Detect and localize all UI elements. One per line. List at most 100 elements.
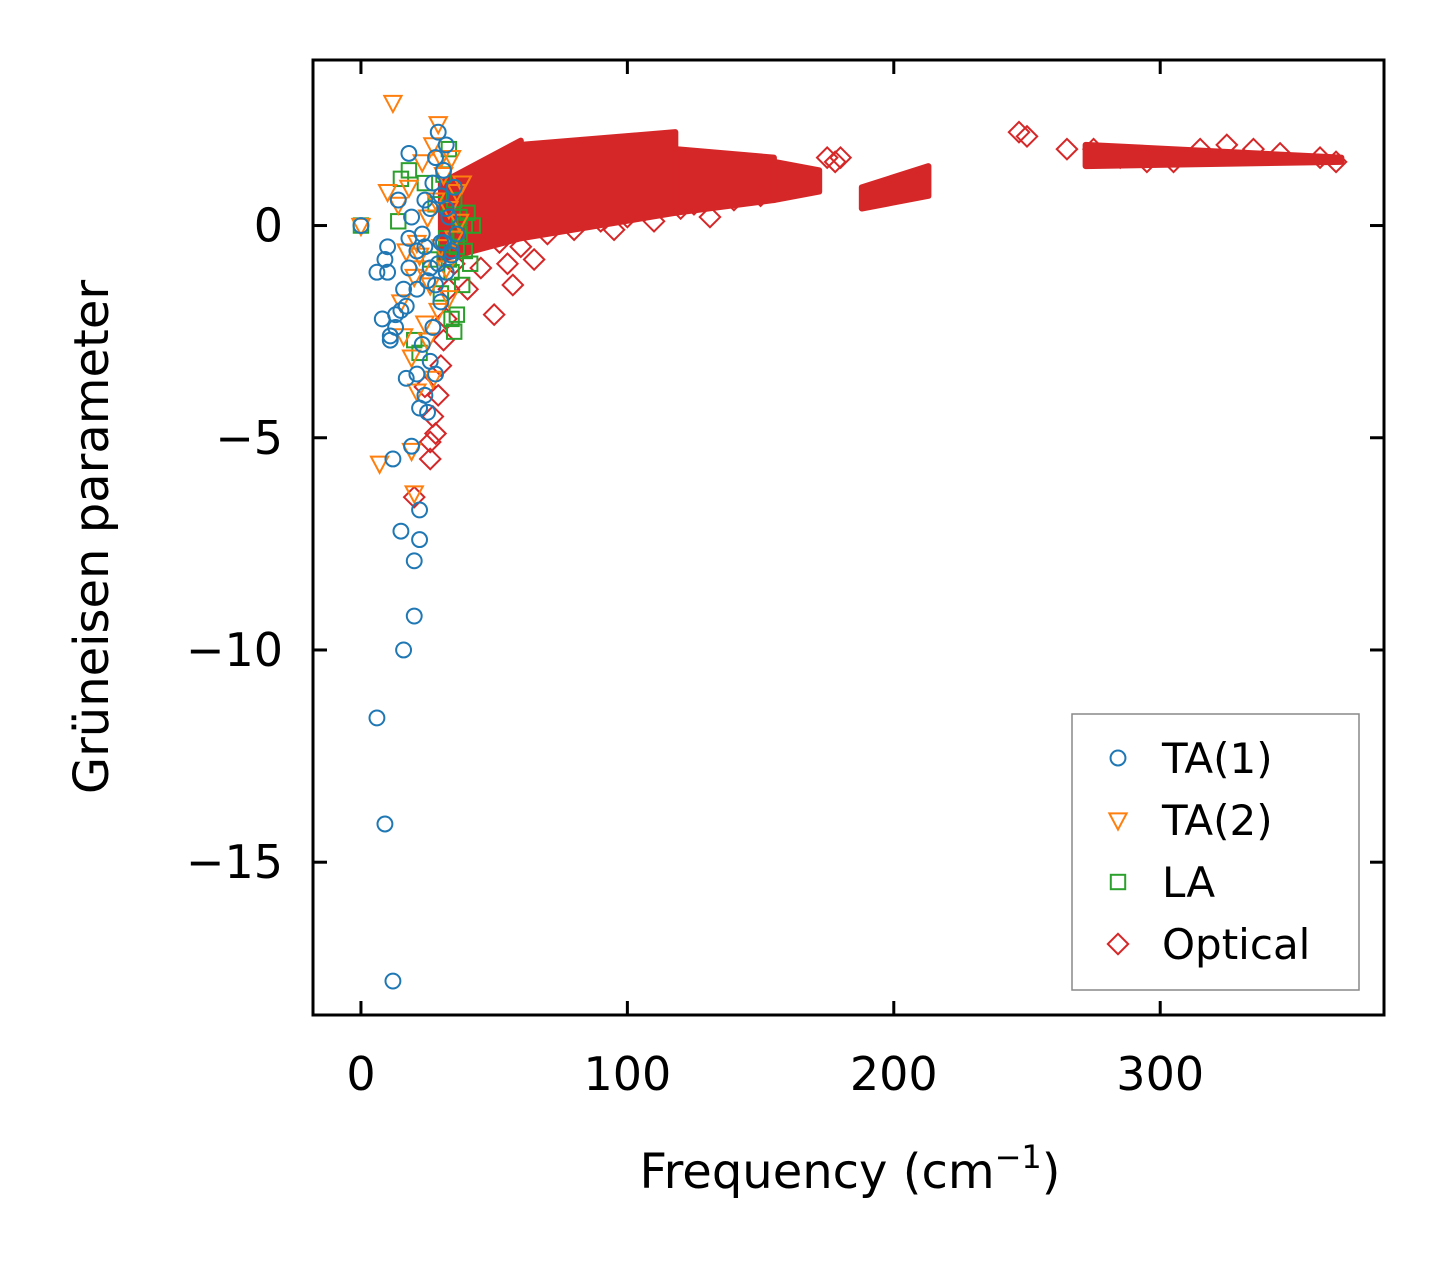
- legend-marker-la: [1109, 873, 1127, 891]
- x-axis-label: Frequency (cm−1): [639, 1138, 1060, 1200]
- ta-1-point-47: [445, 178, 463, 196]
- ta-1-point-43: [437, 263, 455, 281]
- ta-2-point-17: [414, 315, 436, 335]
- y-tick-label-3: −15: [186, 835, 283, 889]
- legend-label-ta-1: TA(1): [1161, 734, 1273, 783]
- optical-point-27: [669, 196, 693, 221]
- la-point-4: [400, 162, 418, 179]
- la-point-23: [464, 217, 482, 234]
- ta-1-point-5: [379, 238, 397, 256]
- optical-point-3: [418, 447, 442, 471]
- ta-1-point-61: [427, 276, 444, 294]
- ta-1-point-63: [437, 200, 455, 217]
- ta-2-point-18: [417, 209, 438, 229]
- ta-1-point-29: [419, 403, 436, 421]
- ta-1-point-64: [443, 242, 460, 260]
- ta-1-point-9: [387, 306, 405, 324]
- optical-point-42: [1161, 150, 1186, 174]
- optical-point-14: [469, 256, 493, 280]
- ta-2-point-16: [411, 154, 433, 174]
- ta-1-point-4: [376, 251, 394, 268]
- optical-point-6: [423, 421, 448, 446]
- ta-1-point-15: [397, 297, 415, 315]
- legend-label-ta-2: TA(2): [1161, 796, 1273, 845]
- x-tick-label-300: 300: [1116, 1047, 1204, 1101]
- ta-1-point-56: [403, 208, 421, 226]
- optical-point-28: [682, 192, 706, 216]
- legend-label-la: LA: [1162, 858, 1215, 907]
- ta-2-point-13: [403, 268, 425, 289]
- optical-band-5: [858, 163, 932, 212]
- y-tick-label-2: −10: [186, 623, 283, 677]
- ta-1-point-44: [437, 136, 455, 154]
- x-tick-label-200: 200: [850, 1047, 938, 1101]
- optical-point-30: [722, 188, 746, 212]
- ta-1-point-11: [392, 301, 410, 319]
- optical-point-22: [562, 218, 586, 242]
- optical-point-17: [495, 252, 520, 276]
- y-tick-label-1: −5: [215, 411, 283, 465]
- optical-point-29: [698, 205, 722, 229]
- optical-point-13: [455, 277, 480, 301]
- la-point-10: [432, 285, 450, 302]
- ta-1-point-13: [395, 641, 413, 659]
- optical-point-48: [1324, 150, 1348, 174]
- la-point-21: [459, 204, 476, 222]
- optical-point-26: [642, 209, 666, 233]
- ta-2-point-2: [369, 455, 390, 475]
- ta-1-point-51: [384, 972, 402, 990]
- ta-1-point-28: [416, 238, 434, 256]
- ta-2-point-35: [411, 260, 433, 280]
- ta-1-point-17: [400, 144, 418, 162]
- legend: TA(1) TA(2) LA Optical: [1071, 713, 1360, 991]
- ta-1-point-49: [368, 709, 386, 727]
- ta-1-point-1: [352, 217, 370, 234]
- optical-point-2: [413, 375, 437, 399]
- ta-2-point-9: [398, 179, 420, 200]
- ta-1-point-42: [435, 161, 452, 179]
- ta-1-point-58: [413, 225, 431, 243]
- optical-point-34: [823, 150, 847, 174]
- ta-2-point-10: [401, 349, 422, 369]
- optical-point-31: [748, 184, 773, 208]
- ta-2-point-19: [419, 277, 441, 297]
- optical-point-19: [509, 235, 533, 259]
- optical-point-35: [828, 146, 853, 170]
- la-point-19: [453, 276, 471, 294]
- ta-1-point-36: [427, 149, 444, 167]
- ta-1-point-57: [408, 280, 426, 298]
- ta-1-point-59: [416, 191, 434, 209]
- optical-point-44: [1215, 133, 1239, 157]
- optical-point-1: [402, 485, 426, 509]
- la-point-13: [440, 140, 458, 158]
- la-point-22: [461, 255, 479, 272]
- optical-point-43: [1188, 137, 1212, 161]
- legend-label-optical: Optical: [1162, 920, 1310, 969]
- la-point-25: [443, 310, 460, 328]
- legend-items: TA(1) TA(2) LA Optical: [1106, 734, 1310, 969]
- ta-1-point-14: [397, 369, 415, 387]
- ta-1-point-26: [413, 335, 431, 353]
- ta-1-point-6: [379, 263, 397, 281]
- ta-2-point-33: [451, 175, 473, 195]
- optical-point-9: [431, 328, 456, 352]
- ta-1-point-48: [448, 225, 466, 243]
- ta-1-point-18: [403, 437, 421, 455]
- ta-1-point-38: [429, 123, 447, 141]
- la-point-7: [416, 174, 434, 192]
- ta-1-point-19: [405, 607, 423, 625]
- ta-1-point-39: [432, 293, 450, 311]
- ta-2-point-14: [406, 383, 428, 403]
- ta-1-point-23: [411, 531, 429, 549]
- ta-1-point-8: [384, 450, 402, 468]
- optical-point-15: [482, 303, 506, 327]
- data-markers: [350, 94, 1348, 990]
- ta-1-point-24: [411, 501, 429, 519]
- optical-point-23: [589, 209, 613, 233]
- ta-2-point-24: [427, 302, 449, 323]
- ta-1-point-50: [376, 815, 394, 833]
- plot-frame: [311, 58, 1386, 1017]
- ta-1-point-33: [424, 318, 442, 336]
- la-point-6: [411, 344, 428, 362]
